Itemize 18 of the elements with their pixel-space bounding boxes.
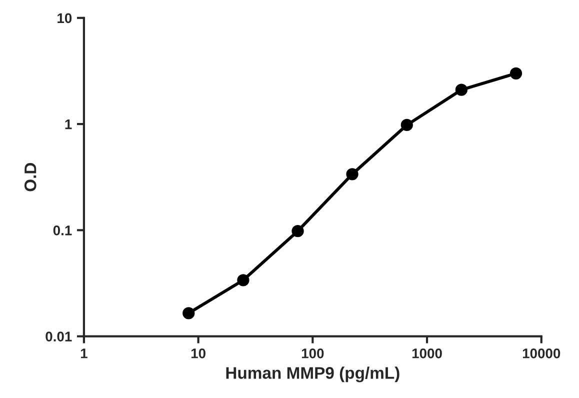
x-tick-label: 1000 bbox=[412, 348, 442, 358]
point bbox=[182, 307, 195, 320]
y-tick-label: 1 bbox=[65, 120, 72, 130]
x-tick-label: 10000 bbox=[522, 348, 560, 358]
y-tick-label: 10 bbox=[58, 13, 72, 24]
x-tick-label: 10 bbox=[191, 348, 206, 358]
y-tick-label: 0.1 bbox=[53, 226, 72, 236]
x-tick-label: 1 bbox=[80, 348, 88, 358]
point bbox=[346, 168, 358, 180]
y-tick-label: 0.01 bbox=[46, 332, 72, 342]
x-tick-label: 100 bbox=[302, 348, 324, 358]
point bbox=[400, 118, 413, 132]
x-axis-title: Human MMP9 (pg/mL) bbox=[226, 366, 400, 382]
point bbox=[455, 84, 468, 96]
point bbox=[237, 274, 250, 286]
point bbox=[510, 67, 522, 80]
y-axis-title: O.D bbox=[24, 162, 36, 192]
point bbox=[292, 225, 304, 238]
